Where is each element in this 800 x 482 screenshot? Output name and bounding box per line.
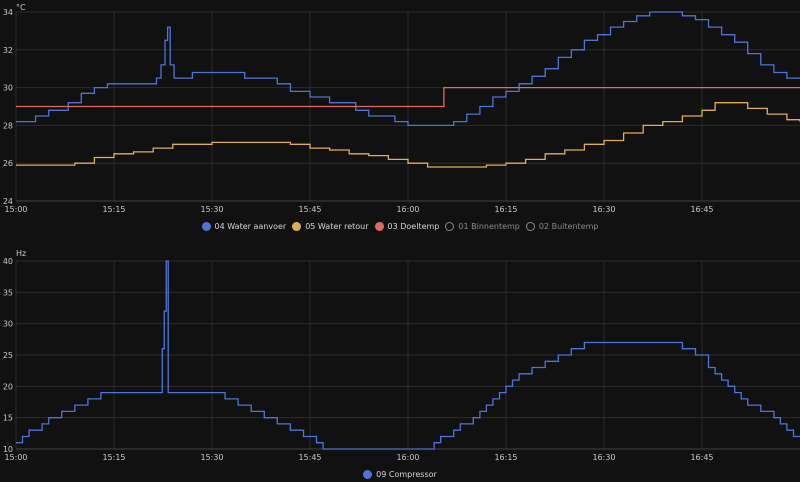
x-tick-label: 16:45 [690,205,713,214]
legend-dot [292,222,302,231]
legend-label: 05 Water retour [305,222,369,231]
x-tick-label: 15:45 [298,205,321,214]
y-tick-label: 30 [3,84,13,93]
y-tick-label: 15 [3,414,13,423]
legend-dot [201,222,211,231]
x-tick-label: 15:00 [4,205,27,214]
legend-item-water-retour[interactable]: 05 Water retour [292,222,369,231]
y-tick-label: 32 [3,46,13,55]
legend-label: 09 Compressor [376,470,437,479]
temperature-legend: 04 Water aanvoer 05 Water retour 03 Doel… [0,222,800,231]
legend-item-doeltemp[interactable]: 03 Doeltemp [374,222,440,231]
x-tick-label: 15:15 [102,205,125,214]
x-tick-label: 16:30 [592,205,615,214]
legend-item-water-aanvoer[interactable]: 04 Water aanvoer [201,222,287,231]
y-tick-label: 30 [3,320,13,329]
legend-label: 01 Binnentemp [458,222,520,231]
compressor-y-ticks: 10 15 20 25 30 35 40 [3,257,13,454]
temperature-unit-label: °C [16,3,26,12]
legend-item-binnentemp[interactable]: 01 Binnentemp [445,222,520,231]
legend-label: 03 Doeltemp [387,222,440,231]
legend-item-compressor[interactable]: 09 Compressor [363,470,437,479]
compressor-chart: 10 15 20 25 30 35 40 15:00 15:15 15:30 15:45 16:00… [3,249,800,462]
y-tick-label: 34 [3,8,13,17]
temperature-x-ticks: 15:00 15:15 15:30 15:45 16:00 16:15 16:30 16:45 [4,205,713,214]
legend-dot [525,222,535,231]
compressor-legend: 09 Compressor [0,470,800,479]
y-tick-label: 35 [3,288,13,297]
x-tick-label: 16:00 [396,453,419,462]
temperature-series [16,11,800,168]
y-tick-label: 26 [3,159,13,168]
y-tick-label: 24 [3,197,13,206]
temperature-grid [15,11,800,202]
legend-dot [445,222,455,231]
series-line-05-water-retour [16,102,800,168]
series-line-04-water-aanvoer [16,11,800,127]
compressor-x-ticks: 15:00 15:15 15:30 15:45 16:00 16:15 16:30 16:45 [4,453,713,462]
series-line-09-compressor [16,260,800,450]
y-tick-label: 40 [3,257,13,266]
y-tick-label: 10 [3,445,13,454]
x-tick-label: 16:30 [592,453,615,462]
x-tick-label: 15:00 [4,453,27,462]
y-tick-label: 20 [3,382,13,391]
x-tick-label: 15:30 [200,205,223,214]
y-tick-label: 28 [3,121,13,130]
temperature-chart: 24 26 28 30 32 34 15:00 15:15 15:30 15:45 16:00 16… [3,3,800,214]
temperature-y-ticks: 24 26 28 30 32 34 [3,8,13,206]
x-tick-label: 16:15 [494,453,517,462]
legend-dot [374,222,384,231]
x-tick-label: 15:15 [102,453,125,462]
x-tick-label: 16:45 [690,453,713,462]
x-tick-label: 15:30 [200,453,223,462]
legend-dot [363,470,373,479]
compressor-series [16,260,800,450]
x-tick-label: 15:45 [298,453,321,462]
series-line-03-doeltemp [16,86,800,108]
x-tick-label: 16:00 [396,205,419,214]
legend-item-buitentemp[interactable]: 02 Buitentemp [525,222,599,231]
y-tick-label: 25 [3,351,13,360]
legend-label: 02 Buitentemp [538,222,599,231]
x-tick-label: 16:15 [494,205,517,214]
compressor-grid [15,260,800,450]
legend-label: 04 Water aanvoer [214,222,287,231]
compressor-unit-label: Hz [16,249,26,258]
